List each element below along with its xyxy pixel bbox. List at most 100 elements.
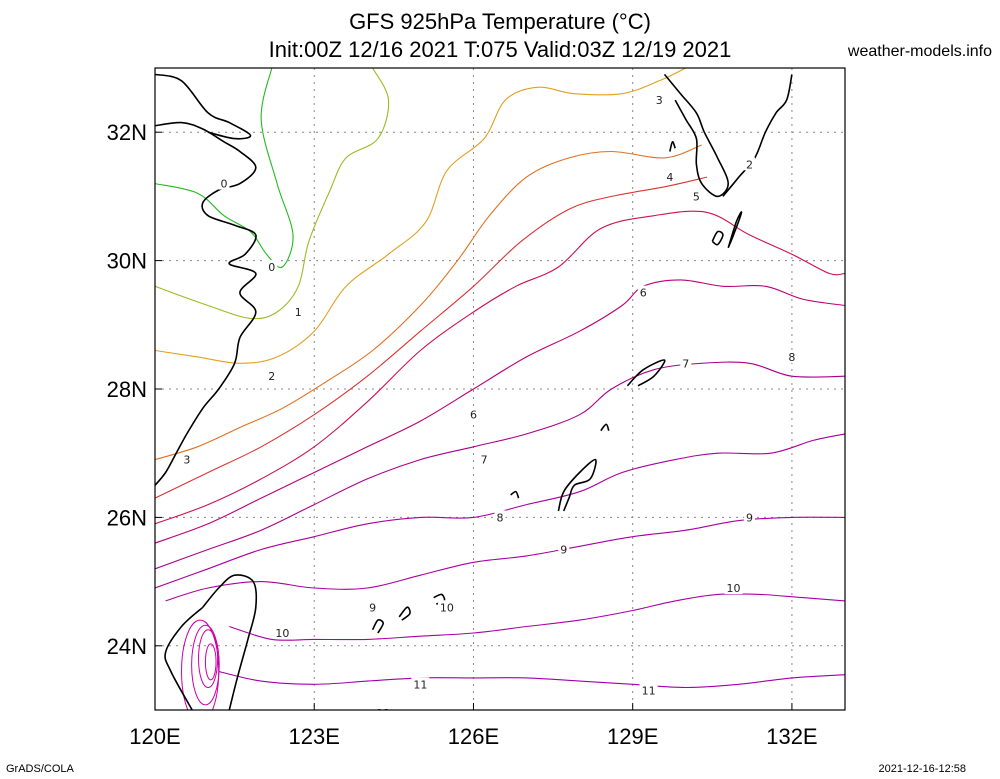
coastline <box>727 211 743 249</box>
terrain-contour <box>198 629 219 689</box>
footer-timestamp: 2021-12-16-12:58 <box>878 763 966 775</box>
isotherm-0 <box>155 68 294 269</box>
footer-software: GrADS/COLA <box>6 763 74 775</box>
coastline <box>398 606 411 621</box>
contour-label-bg <box>786 349 798 363</box>
coastline <box>371 619 385 634</box>
lon-tick-label: 129E <box>607 724 658 749</box>
contour-label-bg <box>653 93 665 107</box>
contour-label-bg <box>494 510 506 524</box>
lon-tick-label: 123E <box>289 724 340 749</box>
terrain-contour <box>181 619 220 710</box>
contour-label-bg <box>292 304 304 318</box>
isotherm-11 <box>218 670 845 689</box>
contour-label-bg <box>181 452 193 466</box>
contour-label: 12 <box>376 707 390 720</box>
contour-label: 8 <box>497 511 504 524</box>
lat-tick-label: 24N <box>107 634 147 659</box>
lon-tick-label: 120E <box>129 724 180 749</box>
lon-tick-label: 126E <box>448 724 499 749</box>
isotherm-4 <box>155 176 708 499</box>
axis-tick-labels: 120E 123E 126E 129E 132E 24N 26N 28N 30N 32N <box>107 120 818 749</box>
isotherm-8 <box>155 433 845 589</box>
contour-label-bg <box>724 581 743 595</box>
contour-label: 6 <box>640 287 647 300</box>
contour-label: 10 <box>275 627 289 640</box>
coastline <box>510 490 520 499</box>
contour-label: 8 <box>788 351 795 364</box>
isotherm-6 <box>155 279 845 544</box>
contour-label-bg <box>266 260 278 274</box>
contour-label-bg <box>664 170 676 184</box>
contour-label-bg <box>743 157 755 171</box>
coastlines <box>155 73 793 710</box>
contour-label: 9 <box>746 511 753 524</box>
contour-label-bg <box>743 510 755 524</box>
coastline <box>600 423 610 432</box>
contour-label-bg <box>637 285 649 299</box>
contour-label-bg <box>374 706 393 710</box>
lat-tick-label: 30N <box>107 249 147 274</box>
contour-label: 6 <box>470 409 477 422</box>
contour-label: 11 <box>413 678 427 691</box>
isotherm-2 <box>155 68 687 364</box>
isotherm-3 <box>155 144 702 461</box>
contour-label-bg <box>266 369 278 383</box>
terrain-contour <box>204 643 217 681</box>
contour-label: 1 <box>295 306 302 319</box>
lat-tick-label: 32N <box>107 120 147 145</box>
contour-label: 5 <box>693 190 700 203</box>
isotherm-5 <box>155 210 845 525</box>
contour-label: 10 <box>440 601 454 614</box>
contour-label-bg <box>273 625 292 639</box>
coastline <box>626 359 666 387</box>
contour-label: 2 <box>746 158 753 171</box>
graticule-grid <box>154 68 845 710</box>
contour-label: 2 <box>268 370 275 383</box>
coastline <box>155 73 252 140</box>
contour-label-bg <box>478 452 490 466</box>
contour-label-bg <box>680 356 692 370</box>
lon-tick-label: 132E <box>766 724 817 749</box>
map-title: GFS 925hPa Temperature (°C) <box>349 9 651 34</box>
coastline <box>663 73 730 198</box>
contour-label-bg <box>467 407 479 421</box>
contour-label: 0 <box>268 261 275 274</box>
terrain-contour <box>191 624 220 706</box>
contour-label-bg <box>558 542 570 556</box>
contour-label: 11 <box>642 685 656 698</box>
contour-label-bg <box>639 683 658 697</box>
coastline <box>669 140 676 152</box>
contour-label: 7 <box>682 357 689 370</box>
isotherm-contours <box>155 68 845 710</box>
contour-label-bg <box>218 176 230 190</box>
contour-label: 9 <box>560 544 567 557</box>
contour-label-bg <box>411 677 430 691</box>
coastline <box>722 74 793 197</box>
contour-label: 3 <box>656 94 663 107</box>
source-credit: weather-models.info <box>847 43 992 60</box>
isotherm-1 <box>155 68 390 320</box>
lat-tick-label: 28N <box>107 377 147 402</box>
contour-label-bg <box>437 600 456 614</box>
contour-label-bg <box>690 189 702 203</box>
isotherm-9 <box>165 516 845 602</box>
coastline <box>202 574 258 710</box>
lat-tick-label: 26N <box>107 505 147 530</box>
coastline <box>155 121 257 486</box>
map-subtitle: Init:00Z 12/16 2021 T:075 Valid:03Z 12/1… <box>268 37 732 62</box>
isotherm-7 <box>155 361 845 570</box>
coastline <box>557 458 597 512</box>
coastline <box>164 606 204 710</box>
isotherm-10 <box>229 593 845 641</box>
contour-label: 10 <box>727 582 741 595</box>
contour-label: 0 <box>221 178 228 191</box>
contour-label: 4 <box>666 171 673 184</box>
contour-label: 9 <box>369 601 376 614</box>
contour-label: 3 <box>183 454 190 467</box>
contour-label-bg <box>367 600 379 614</box>
contour-label: 7 <box>481 454 488 467</box>
coastline <box>711 230 724 246</box>
